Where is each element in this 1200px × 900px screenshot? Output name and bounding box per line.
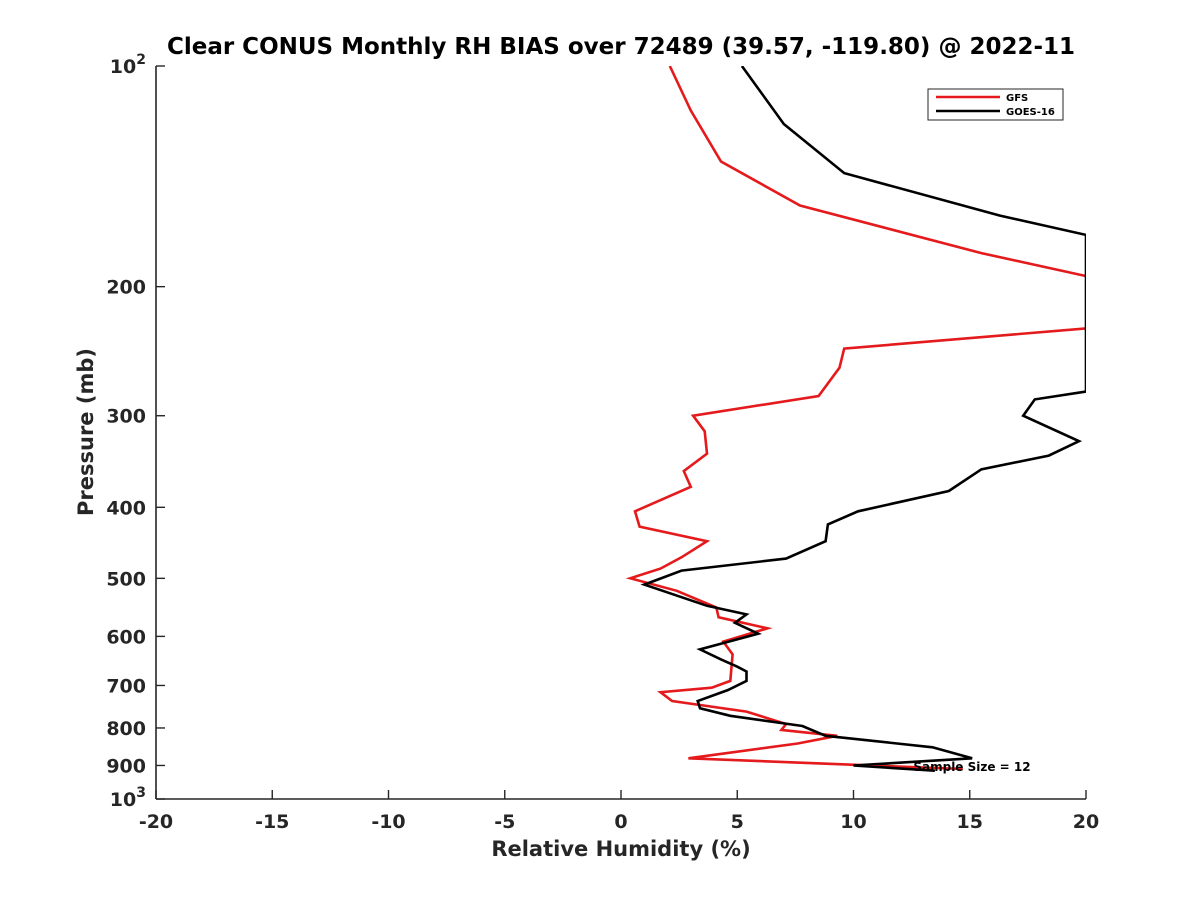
x-tick-label: 5 [731, 811, 744, 833]
y-ticks: 102 200 300 400 500 600 700 800 900 103 [106, 52, 165, 811]
x-tick-label: -5 [494, 811, 515, 833]
y-axis-title: Pressure (mb) [74, 348, 98, 516]
y-tick-label: 600 [106, 626, 146, 648]
axes [155, 66, 1086, 800]
x-tick-label: 15 [957, 811, 983, 833]
x-tick-label: -15 [255, 811, 289, 833]
y-tick-label: 103 [110, 785, 146, 811]
x-tick-label: -20 [139, 811, 173, 833]
y-tick-label: 102 [110, 52, 146, 78]
y-tick-label: 800 [106, 718, 146, 740]
y-tick-label: 200 [106, 277, 146, 299]
chart-title: Clear CONUS Monthly RH BIAS over 72489 (… [167, 34, 1075, 60]
legend-label-gfs: GFS [1006, 93, 1028, 104]
series-line-goes16 [640, 66, 1086, 772]
series-line-gfs [625, 66, 1086, 771]
x-tick-label: 0 [614, 811, 627, 833]
y-tick-label: 500 [106, 568, 146, 590]
sample-size-annotation: Sample Size = 12 [913, 760, 1030, 774]
x-tick-label: 20 [1073, 811, 1099, 833]
legend-label-goes16: GOES-16 [1006, 107, 1055, 118]
x-axis-title: Relative Humidity (%) [491, 837, 750, 861]
x-tick-label: -10 [371, 811, 405, 833]
y-tick-label: 300 [106, 406, 146, 428]
y-tick-label: 700 [106, 675, 146, 697]
y-tick-label: 900 [106, 755, 146, 777]
x-tick-label: 10 [840, 811, 866, 833]
y-tick-label: 400 [106, 497, 146, 519]
series-layer [625, 66, 1086, 772]
x-ticks: -20 -15 -10 -5 0 5 10 15 20 [139, 790, 1099, 833]
legend-box [927, 88, 1064, 121]
legend: GFS GOES-16 [927, 88, 1064, 121]
